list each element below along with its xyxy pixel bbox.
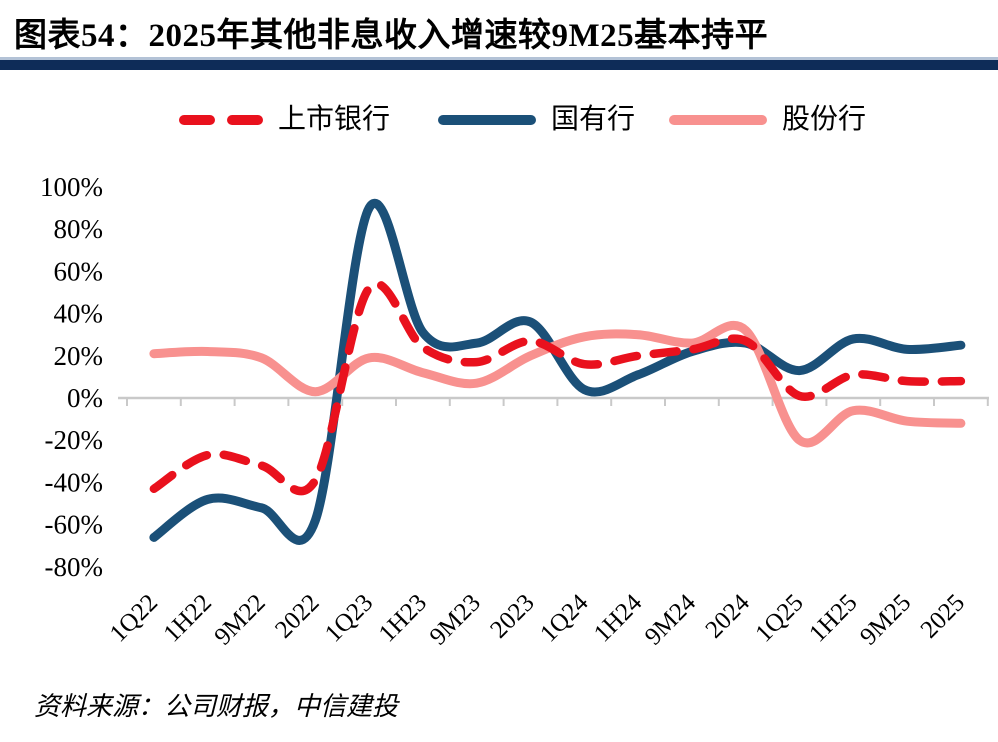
x-tick-label: 2023 [485, 589, 539, 643]
series-line-国有行 [149, 199, 966, 545]
series-line-股份行 [149, 320, 966, 448]
solid-line-marker-icon [669, 115, 767, 125]
legend-item-state-owned-banks: 国有行 [437, 102, 635, 138]
y-tick-label: 60% [54, 256, 104, 286]
line-chart-plot-area: 100%80%60%40%20%0%-20%-40%-60%-80%1Q221H… [40, 172, 989, 651]
y-tick-label: -20% [45, 425, 103, 455]
title-divider-bar [0, 57, 998, 70]
y-tick-label: 100% [40, 172, 103, 202]
x-tick-label: 1H25 [804, 589, 862, 647]
x-tick-label: 1H24 [589, 589, 648, 648]
x-tick-label: 2025 [916, 589, 970, 643]
x-tick-label: 1Q22 [105, 589, 163, 647]
y-tick-label: 20% [54, 341, 104, 371]
x-tick-label: 1Q25 [750, 589, 808, 647]
y-tick-label: -40% [45, 467, 103, 497]
chart-title: 图表54：2025年其他非息收入增速较9M25基本持平 [14, 18, 769, 54]
series-line-上市银行 [149, 279, 966, 496]
legend-label-joint-stock-banks: 股份行 [782, 104, 867, 135]
y-tick-label: -60% [45, 510, 103, 540]
x-tick-label: 2024 [700, 589, 755, 644]
x-tick-label: 9M25 [855, 589, 916, 650]
dashed-line-marker-icon [179, 115, 263, 125]
legend-item-joint-stock-banks: 股份行 [668, 102, 866, 138]
y-tick-label: 80% [54, 214, 104, 244]
legend-label-state-owned-banks: 国有行 [551, 104, 636, 135]
source-note: 资料来源：公司财报，中信建投 [34, 692, 399, 721]
x-tick-label: 1Q24 [535, 589, 594, 648]
x-tick-label: 1H23 [374, 589, 432, 647]
x-tick-label: 1Q23 [320, 589, 378, 647]
solid-line-marker-icon [438, 115, 536, 125]
y-tick-label: 0% [67, 383, 103, 413]
y-tick-label: 40% [54, 299, 104, 329]
x-tick-label: 1H22 [159, 589, 217, 647]
x-tick-label: 2022 [270, 589, 324, 643]
x-tick-label: 9M24 [640, 589, 702, 651]
x-tick-label: 9M23 [425, 589, 486, 650]
legend: 上市银行 国有行 股份行 [0, 102, 998, 138]
x-tick-label: 9M22 [209, 589, 270, 650]
legend-label-listed-banks: 上市银行 [278, 104, 391, 135]
legend-item-listed-banks: 上市银行 [178, 102, 390, 138]
y-tick-label: -80% [45, 552, 103, 582]
